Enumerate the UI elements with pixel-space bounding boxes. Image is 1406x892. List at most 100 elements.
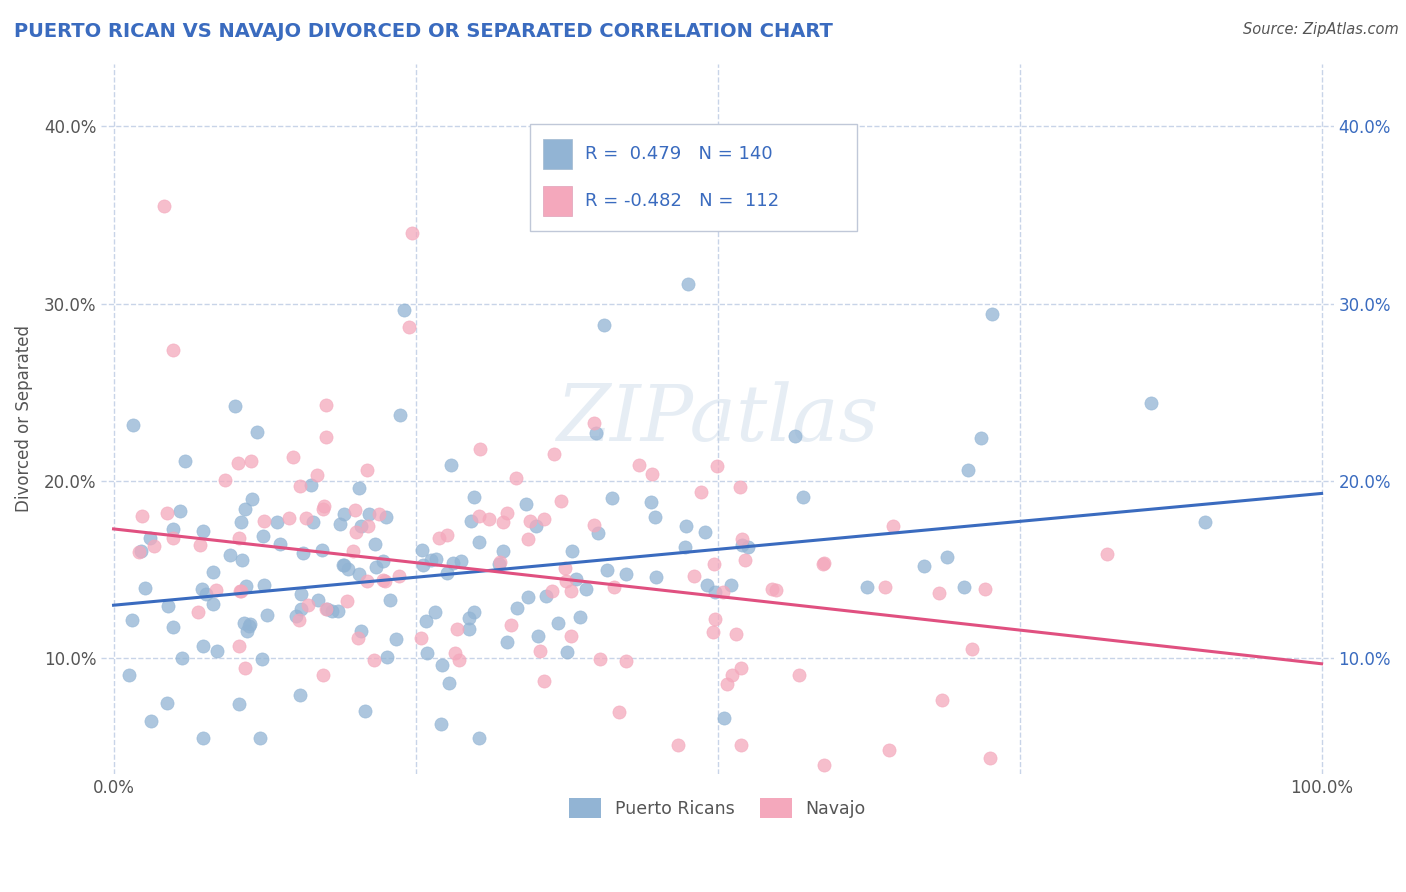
Point [695,524,717,539]
Point [550,494,572,508]
Point [912,559,935,574]
Point [931,693,953,707]
Point [565,572,588,586]
Text: PUERTO RICAN VS NAVAJO DIVORCED OR SEPARATED CORRELATION CHART: PUERTO RICAN VS NAVAJO DIVORCED OR SEPAR… [14,22,832,41]
Point [131,509,153,524]
Point [416,646,439,660]
Point [496,634,519,648]
Point [730,738,752,752]
Point [488,557,510,571]
Point [437,676,460,690]
Point [644,569,666,583]
Point [882,519,904,533]
Point [420,553,443,567]
Point [737,540,759,554]
Point [696,578,718,592]
Point [346,632,368,646]
Point [356,574,378,589]
Point [713,585,735,599]
Point [315,601,337,615]
Point [375,509,398,524]
Point [706,459,728,474]
Point [724,627,747,641]
Point [561,544,583,558]
Point [347,566,370,581]
Point [488,556,510,570]
Point [233,616,256,631]
Point [162,343,184,357]
Point [157,599,180,614]
Point [249,731,271,746]
Point [344,525,367,540]
Point [783,428,806,442]
Point [169,504,191,518]
Point [316,602,339,616]
Point [515,497,537,511]
Point [554,561,576,575]
Point [385,632,408,646]
Point [235,579,257,593]
Point [855,580,877,594]
Point [321,604,343,618]
Point [356,463,378,477]
Point [315,398,337,412]
Point [204,582,226,597]
Point [596,563,619,577]
Point [450,554,472,568]
Point [468,509,491,524]
Point [193,731,215,746]
Point [191,524,214,539]
Point [436,528,458,542]
Point [347,482,370,496]
Point [188,538,211,552]
Point [585,426,607,441]
Text: Source: ZipAtlas.com: Source: ZipAtlas.com [1243,22,1399,37]
Point [129,543,152,558]
Point [569,610,592,624]
Point [533,673,555,688]
Point [534,589,557,603]
Point [312,501,335,516]
Point [720,578,742,592]
Point [226,456,249,470]
Point [609,705,631,719]
Point [730,661,752,675]
Point [256,608,278,623]
Point [640,467,662,482]
Point [187,605,209,619]
Point [600,491,623,505]
Point [560,629,582,643]
Point [342,544,364,558]
Point [928,586,950,600]
Point [411,542,433,557]
Point [231,553,253,567]
Point [250,652,273,666]
Point [229,584,252,599]
Point [297,598,319,612]
Point [194,586,217,600]
Point [299,478,322,492]
Point [366,560,388,574]
Point [501,618,523,632]
Point [292,546,315,560]
Point [555,644,578,658]
Point [332,507,354,521]
Point [162,522,184,536]
Point [430,658,453,673]
Point [953,580,976,594]
Point [373,554,395,568]
Point [1095,547,1118,561]
Point [478,512,501,526]
Point [312,500,335,514]
Point [239,616,262,631]
Point [229,584,252,599]
Point [730,532,752,546]
Point [285,608,308,623]
Point [792,491,814,505]
Point [811,557,834,571]
Point [582,416,605,430]
Point [269,536,291,550]
Point [229,516,252,530]
Point [492,515,515,529]
Point [307,593,329,607]
